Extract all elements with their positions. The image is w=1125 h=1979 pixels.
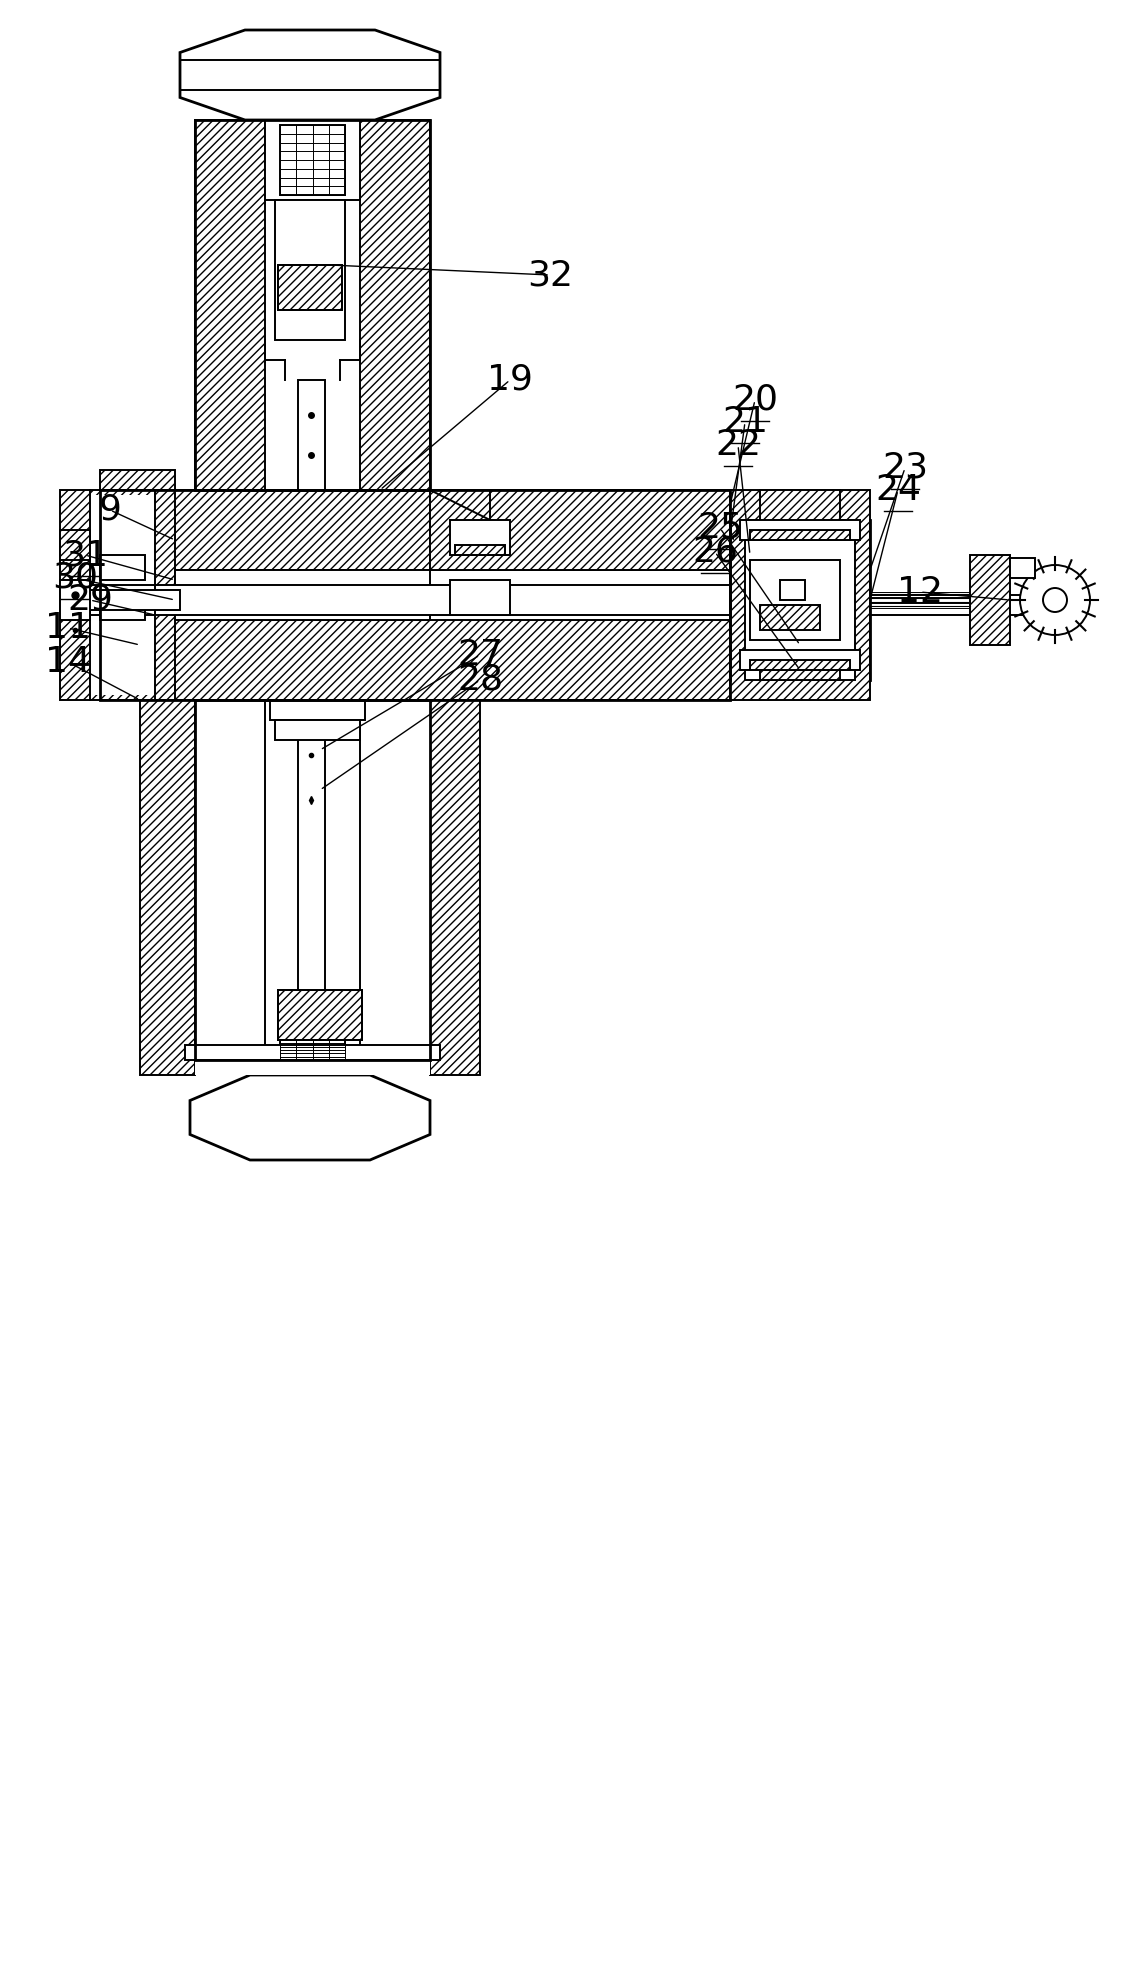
Text: 25: 25 — [698, 511, 742, 544]
Text: 14: 14 — [45, 645, 91, 679]
Polygon shape — [180, 30, 440, 121]
Bar — [745, 520, 855, 681]
Bar — [280, 1041, 345, 1061]
Text: 26: 26 — [692, 534, 738, 570]
Bar — [266, 121, 360, 200]
Bar — [740, 649, 860, 671]
Bar — [1010, 558, 1035, 578]
Bar — [176, 570, 430, 619]
Bar — [140, 701, 195, 1075]
Bar — [730, 491, 870, 701]
Bar — [970, 554, 1010, 645]
Bar — [360, 121, 430, 491]
Bar — [195, 701, 430, 1061]
Bar — [430, 701, 480, 1075]
Bar — [280, 125, 345, 196]
Text: 32: 32 — [526, 257, 573, 293]
Text: 19: 19 — [487, 362, 533, 398]
Bar — [450, 520, 510, 554]
Polygon shape — [100, 469, 430, 570]
Bar — [60, 580, 90, 619]
Bar — [740, 520, 860, 540]
Text: 21: 21 — [722, 406, 768, 439]
Bar — [100, 619, 730, 701]
Bar — [60, 580, 75, 619]
Bar — [100, 600, 145, 619]
Bar — [278, 990, 362, 1041]
Bar — [750, 560, 840, 639]
Bar — [278, 265, 342, 311]
Text: 20: 20 — [732, 384, 778, 418]
Text: 31: 31 — [62, 538, 108, 572]
Polygon shape — [430, 491, 490, 520]
Bar — [455, 544, 505, 554]
Bar — [760, 491, 840, 530]
Bar — [100, 491, 730, 701]
Bar — [278, 990, 362, 1041]
Bar — [195, 701, 430, 1075]
Bar — [870, 596, 1030, 615]
Bar — [298, 380, 325, 491]
Text: 28: 28 — [457, 663, 503, 697]
Text: 27: 27 — [457, 637, 503, 673]
Bar — [750, 530, 850, 540]
Bar — [60, 590, 180, 610]
Bar — [195, 701, 266, 1061]
Bar — [60, 530, 90, 560]
Bar — [360, 701, 430, 1061]
Bar — [298, 720, 325, 1041]
Bar — [270, 701, 364, 720]
Bar — [760, 661, 840, 681]
Bar — [750, 661, 850, 671]
Bar — [274, 200, 345, 340]
Circle shape — [1020, 564, 1090, 635]
Text: 23: 23 — [882, 451, 928, 485]
Text: 30: 30 — [52, 560, 98, 596]
Text: 24: 24 — [875, 473, 921, 507]
Text: 22: 22 — [716, 427, 760, 461]
Bar — [60, 586, 730, 615]
Text: 11: 11 — [45, 612, 91, 645]
Bar — [278, 265, 342, 311]
Bar — [195, 121, 430, 491]
Text: 12: 12 — [897, 576, 943, 610]
Bar — [274, 720, 360, 740]
Bar — [450, 580, 510, 615]
Polygon shape — [190, 1075, 430, 1160]
Bar — [184, 1045, 440, 1061]
Bar — [90, 495, 155, 695]
Bar — [266, 701, 360, 1061]
Bar — [430, 491, 730, 570]
Text: 29: 29 — [68, 584, 112, 617]
Bar — [430, 491, 730, 570]
Bar — [760, 606, 820, 629]
Bar — [60, 491, 176, 701]
Bar — [100, 554, 145, 580]
Bar — [195, 121, 266, 491]
Bar — [780, 580, 805, 600]
Text: 9: 9 — [99, 493, 122, 526]
Circle shape — [1043, 588, 1066, 612]
